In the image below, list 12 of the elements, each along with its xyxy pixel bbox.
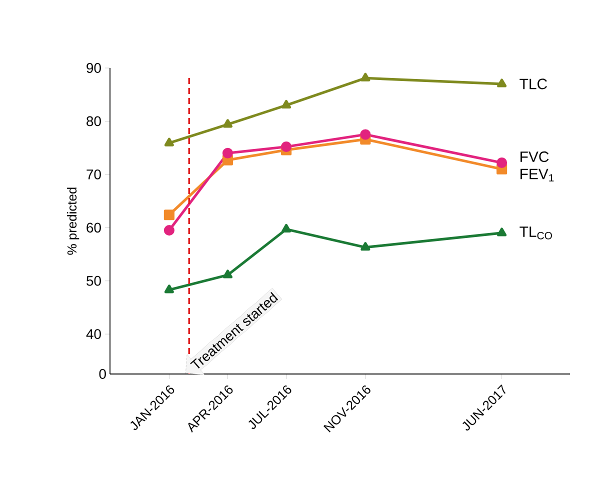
series-label: TL$_{CO}$	[520, 226, 552, 240]
text: 0	[99, 369, 106, 379]
y-tick-label: 90	[86, 63, 101, 73]
series-label: FEV$_{1}$	[520, 168, 554, 182]
series-label: TLC	[520, 78, 547, 90]
y-tick-label: 40	[86, 329, 101, 340]
y-tick-label: 50	[86, 276, 101, 286]
y-axis-title: % predicted	[67, 188, 80, 255]
y-tick-label: 60	[86, 222, 101, 233]
y-tick-label: 80	[86, 116, 101, 126]
series-label: FVC	[520, 151, 549, 162]
y-tick-label: 70	[86, 169, 101, 180]
